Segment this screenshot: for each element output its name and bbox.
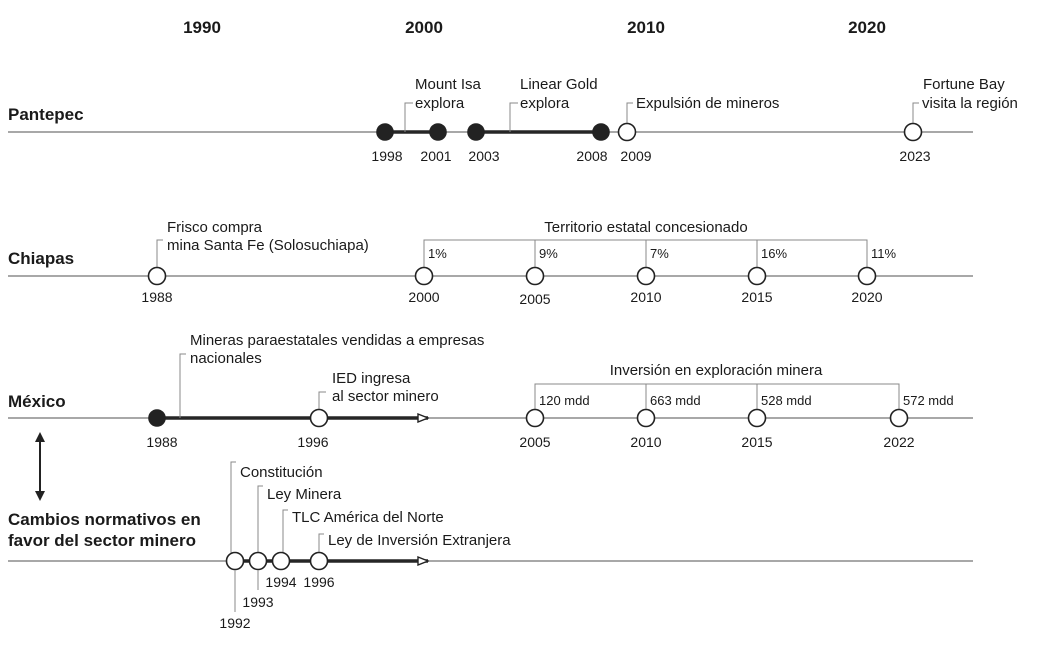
bracket-value: 120 mdd [539, 393, 590, 408]
timeline-node [414, 266, 434, 286]
event-label: Ley Minera [267, 486, 342, 503]
bracket-line [534, 383, 900, 410]
event-connector [257, 485, 263, 553]
year-label: 2015 [741, 289, 772, 305]
year-label: 2003 [468, 148, 499, 164]
timeline-node [617, 122, 637, 142]
timeline-node [225, 551, 245, 571]
bracket-value: 16% [761, 246, 787, 261]
year-label: 2010 [630, 289, 661, 305]
timeline-node [309, 551, 329, 571]
decade-label: 2020 [848, 18, 886, 37]
event-label: Linear Gold explora [520, 76, 598, 112]
timeline-node [747, 266, 767, 286]
timeline-node [271, 551, 291, 571]
year-label: 1996 [297, 434, 328, 450]
year-label: 2005 [519, 291, 550, 307]
event-label: Mineras paraestatales vendidas a empresa… [190, 332, 484, 367]
event-connector [179, 353, 186, 418]
timeline-node [636, 266, 656, 286]
year-label: 2005 [519, 434, 550, 450]
timeline-node [248, 551, 268, 571]
event-connector [404, 102, 413, 132]
row-mexico: México Mineras paraestatales vendidas a … [8, 332, 973, 450]
bracket-title: Territorio estatal concesionado [544, 219, 747, 236]
timeline-node [636, 408, 656, 428]
year-label: 2010 [630, 434, 661, 450]
year-label: 1992 [219, 615, 250, 631]
row-cambios-normativos: Cambios normativos en favor del sector mi… [8, 461, 973, 631]
bracket-value: 1% [428, 246, 447, 261]
year-label: 2020 [851, 289, 882, 305]
row-chiapas: Chiapas Frisco compra mina Santa Fe (Solo… [8, 219, 973, 307]
row-pantepec: Pantepec Mount Isa explora Linear Gold exp… [8, 76, 1018, 164]
event-connector [318, 533, 324, 553]
event-connector [230, 461, 236, 561]
decade-label: 1990 [183, 18, 221, 37]
year-label: 2000 [408, 289, 439, 305]
year-label: 1988 [141, 289, 172, 305]
timeline-node-filled [429, 123, 447, 141]
event-connector [509, 102, 518, 132]
timeline-node [889, 408, 909, 428]
bracket-title: Inversión en exploración minera [610, 362, 823, 379]
event-label: IED ingresa al sector minero [332, 370, 439, 405]
decade-axis: 1990 2000 2010 2020 [183, 18, 886, 37]
timeline-node-filled [467, 123, 485, 141]
timeline-node [857, 266, 877, 286]
row-label-mexico: México [8, 392, 66, 411]
bracket-value: 11% [871, 246, 896, 261]
decade-label: 2010 [627, 18, 665, 37]
decade-label: 2000 [405, 18, 443, 37]
year-label: 1988 [146, 434, 177, 450]
event-connector [912, 102, 919, 124]
year-label: 1998 [371, 148, 402, 164]
timeline-node [147, 266, 167, 286]
event-connector [282, 509, 288, 553]
event-label: Constitución [240, 464, 323, 481]
row-label-chiapas: Chiapas [8, 249, 74, 268]
bracket-value: 572 mdd [903, 393, 954, 408]
timeline-node [309, 408, 329, 428]
timeline-node [525, 266, 545, 286]
bracket-value: 9% [539, 246, 558, 261]
year-label: 2023 [899, 148, 930, 164]
timeline-node-filled [592, 123, 610, 141]
year-label: 2022 [883, 434, 914, 450]
event-label: Fortune Bay visita la región [922, 76, 1018, 112]
event-label: Frisco compra mina Santa Fe (Solosuchiapa… [167, 219, 369, 254]
year-label: 2008 [576, 148, 607, 164]
year-label: 2001 [420, 148, 451, 164]
event-label: Ley de Inversión Extranjera [328, 532, 511, 549]
year-label: 2015 [741, 434, 772, 450]
timeline-node [525, 408, 545, 428]
year-label: 1993 [242, 594, 273, 610]
bracket-value: 663 mdd [650, 393, 701, 408]
event-connector [156, 239, 163, 268]
timeline-node-filled [376, 123, 394, 141]
year-label: 1996 [303, 574, 334, 590]
timeline-node [903, 122, 923, 142]
bracket-value: 528 mdd [761, 393, 812, 408]
event-connector [626, 102, 633, 124]
year-label: 1994 [265, 574, 296, 590]
row-label-pantepec: Pantepec [8, 105, 84, 124]
bracket-value: 7% [650, 246, 669, 261]
year-label: 2009 [620, 148, 651, 164]
event-connector [318, 391, 326, 410]
timeline-node [747, 408, 767, 428]
timeline-node-filled [148, 409, 166, 427]
event-label: TLC América del Norte [292, 509, 444, 526]
event-label: Mount Isa explora [415, 76, 482, 112]
row-label-normativos: Cambios normativos en favor del sector mi… [8, 510, 201, 550]
event-label: Expulsión de mineros [636, 95, 779, 112]
